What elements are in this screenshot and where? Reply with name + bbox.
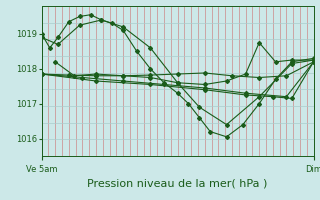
X-axis label: Pression niveau de la mer( hPa ): Pression niveau de la mer( hPa ) (87, 178, 268, 188)
